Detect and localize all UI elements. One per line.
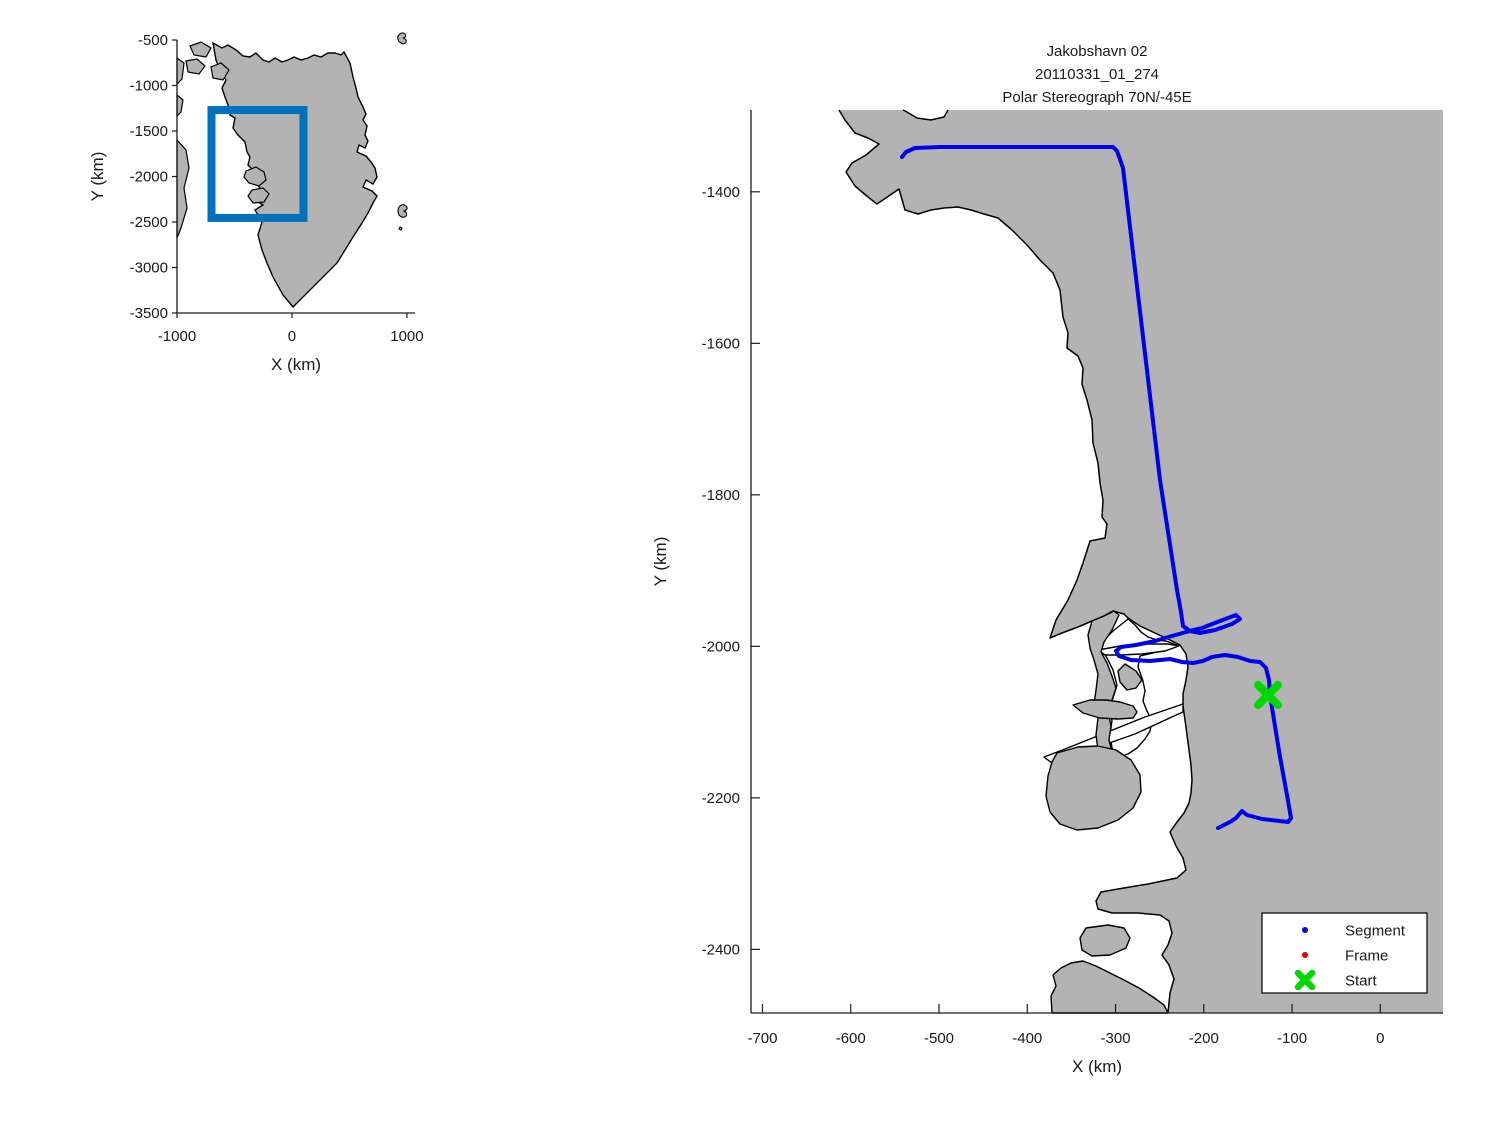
island xyxy=(1072,699,1138,720)
y-tick-label: -2400 xyxy=(702,941,740,958)
plot-title-line-3: Polar Stereograph 70N/-45E xyxy=(1002,89,1191,106)
small-island-squiggle xyxy=(397,204,408,218)
x-tick-label: -200 xyxy=(1189,1030,1219,1047)
y-tick-label: -3500 xyxy=(130,305,168,322)
y-tick-label: -2200 xyxy=(702,790,740,807)
island xyxy=(1079,924,1131,957)
island xyxy=(1045,745,1142,831)
x-tick-label: 0 xyxy=(1376,1030,1384,1047)
coastal-fragment xyxy=(247,187,270,204)
y-tick-label: -1600 xyxy=(702,335,740,352)
main-axes: -700 -600 -500 -400 -300 -200 -100 0 -1400 -1600 -… xyxy=(702,110,1443,1047)
island xyxy=(1117,663,1143,691)
plot-title-line-1: Jakobshavn 02 xyxy=(1047,43,1148,60)
main-x-axis-label: X (km) xyxy=(1072,1057,1122,1076)
small-island-squiggle xyxy=(397,32,407,45)
inset-y-axis-label: Y (km) xyxy=(88,152,107,202)
mainland-fill xyxy=(839,110,1443,1013)
flight-path xyxy=(900,145,1293,830)
x-tick-label: -100 xyxy=(1277,1030,1307,1047)
coastal-fragment xyxy=(185,58,206,75)
greenland-landmass xyxy=(212,41,378,309)
x-tick-label: -600 xyxy=(836,1030,866,1047)
start-x-marker xyxy=(1254,681,1282,709)
inset-axes: -1000 0 1000 -500 -1000 -1500 -2000 -2500 -3000 -… xyxy=(130,32,424,345)
y-tick-label: -2000 xyxy=(702,638,740,655)
y-tick-label: -1400 xyxy=(702,184,740,201)
island xyxy=(1087,610,1120,758)
coastal-fragment xyxy=(210,62,230,81)
coastal-fragment xyxy=(176,56,185,86)
y-tick-label: -1800 xyxy=(702,487,740,504)
coastal-fragment xyxy=(243,166,267,187)
y-tick-label: -2000 xyxy=(130,169,168,186)
y-tick-label: -1500 xyxy=(130,123,168,140)
x-tick-label: -400 xyxy=(1012,1030,1042,1047)
small-island-squiggle xyxy=(398,226,403,231)
zoom-region-rectangle xyxy=(207,106,308,222)
island xyxy=(1050,960,1169,1014)
coastal-fragment xyxy=(189,41,212,58)
coastline-land xyxy=(838,109,1443,1014)
x-tick-label: -700 xyxy=(747,1030,777,1047)
coastal-fragment xyxy=(176,93,184,118)
legend-markers xyxy=(1294,927,1316,991)
segment-track xyxy=(900,145,1293,830)
legend-label-start: Start xyxy=(1345,973,1378,990)
legend-box xyxy=(1261,912,1428,994)
cove-coastline xyxy=(902,109,949,121)
mainland-coastline xyxy=(838,109,1193,1014)
y-tick-label: -2500 xyxy=(130,214,168,231)
y-tick-label: -1000 xyxy=(130,78,168,95)
legend-label-frame: Frame xyxy=(1345,948,1388,965)
x-tick-label: -500 xyxy=(924,1030,954,1047)
inset-x-axis-label: X (km) xyxy=(271,355,321,374)
main-flightline-map: -700 -600 -500 -400 -300 -200 -100 0 -1400 -1600 -… xyxy=(651,43,1443,1076)
start-marker xyxy=(1254,681,1282,709)
coastal-fragment xyxy=(176,138,190,239)
legend: Segment Frame Start xyxy=(1261,912,1428,994)
legend-label-segment: Segment xyxy=(1345,923,1406,940)
x-tick-label: 0 xyxy=(288,328,296,345)
y-tick-label: -3000 xyxy=(130,260,168,277)
legend-marker-dot xyxy=(1302,952,1308,958)
main-y-axis-label: Y (km) xyxy=(651,537,670,587)
legend-marker-x xyxy=(1294,969,1316,991)
x-tick-label: 1000 xyxy=(390,328,423,345)
inset-overview-map: -1000 0 1000 -500 -1000 -1500 -2000 -2500 -3000 -… xyxy=(88,32,424,374)
plot-title-line-2: 20110331_01_274 xyxy=(1035,66,1159,83)
y-tick-label: -500 xyxy=(138,32,168,49)
x-tick-label: -300 xyxy=(1101,1030,1131,1047)
x-tick-label: -1000 xyxy=(158,328,196,345)
legend-marker-dot xyxy=(1302,927,1308,933)
